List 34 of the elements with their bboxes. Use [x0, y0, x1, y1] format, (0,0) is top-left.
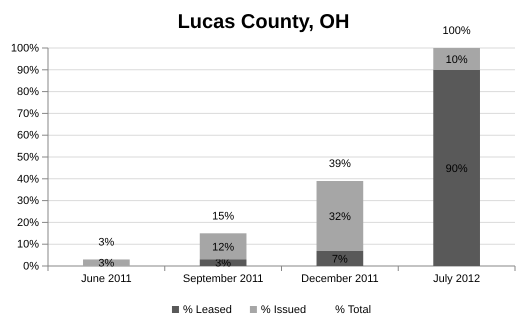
data-label: 12% — [212, 241, 234, 254]
y-tick-label: 80% — [16, 86, 40, 98]
total-label: 39% — [328, 158, 352, 170]
chart-title: Lucas County, OH — [178, 11, 350, 33]
data-label: 10% — [446, 54, 468, 66]
y-tick-label: 20% — [16, 216, 40, 229]
y-tick-label: 60% — [16, 130, 40, 142]
legend-label: % Issued — [260, 304, 306, 316]
data-label: 3% — [98, 258, 115, 270]
x-tick-label: December 2011 — [301, 272, 379, 285]
y-tick-label: 40% — [16, 173, 40, 186]
y-tick-label: 90% — [16, 64, 40, 76]
x-tick-label: June 2011 — [81, 272, 132, 285]
bar — [316, 180, 364, 251]
legend-label: % Leased — [182, 304, 232, 316]
x-tick-label: July 2012 — [433, 272, 480, 285]
y-tick-label: 30% — [16, 195, 40, 208]
data-label: 7% — [332, 253, 348, 266]
data-label: 32% — [328, 210, 352, 223]
total-label: 100% — [442, 25, 471, 37]
y-tick-label: 10% — [16, 238, 40, 251]
bar — [316, 250, 364, 266]
y-tick-label: 70% — [16, 108, 40, 120]
total-label: 15% — [212, 210, 234, 222]
bar — [433, 48, 480, 70]
data-label: 90% — [446, 162, 468, 175]
text: % Total — [335, 304, 372, 316]
y-tick-label: 0% — [23, 260, 40, 273]
x-tick-label: September 2011 — [182, 272, 264, 285]
total-label: 3% — [98, 236, 115, 248]
bar — [200, 233, 246, 260]
y-tick-label: 100% — [10, 42, 40, 55]
y-tick-label: 50% — [16, 152, 40, 164]
bar — [433, 70, 480, 266]
